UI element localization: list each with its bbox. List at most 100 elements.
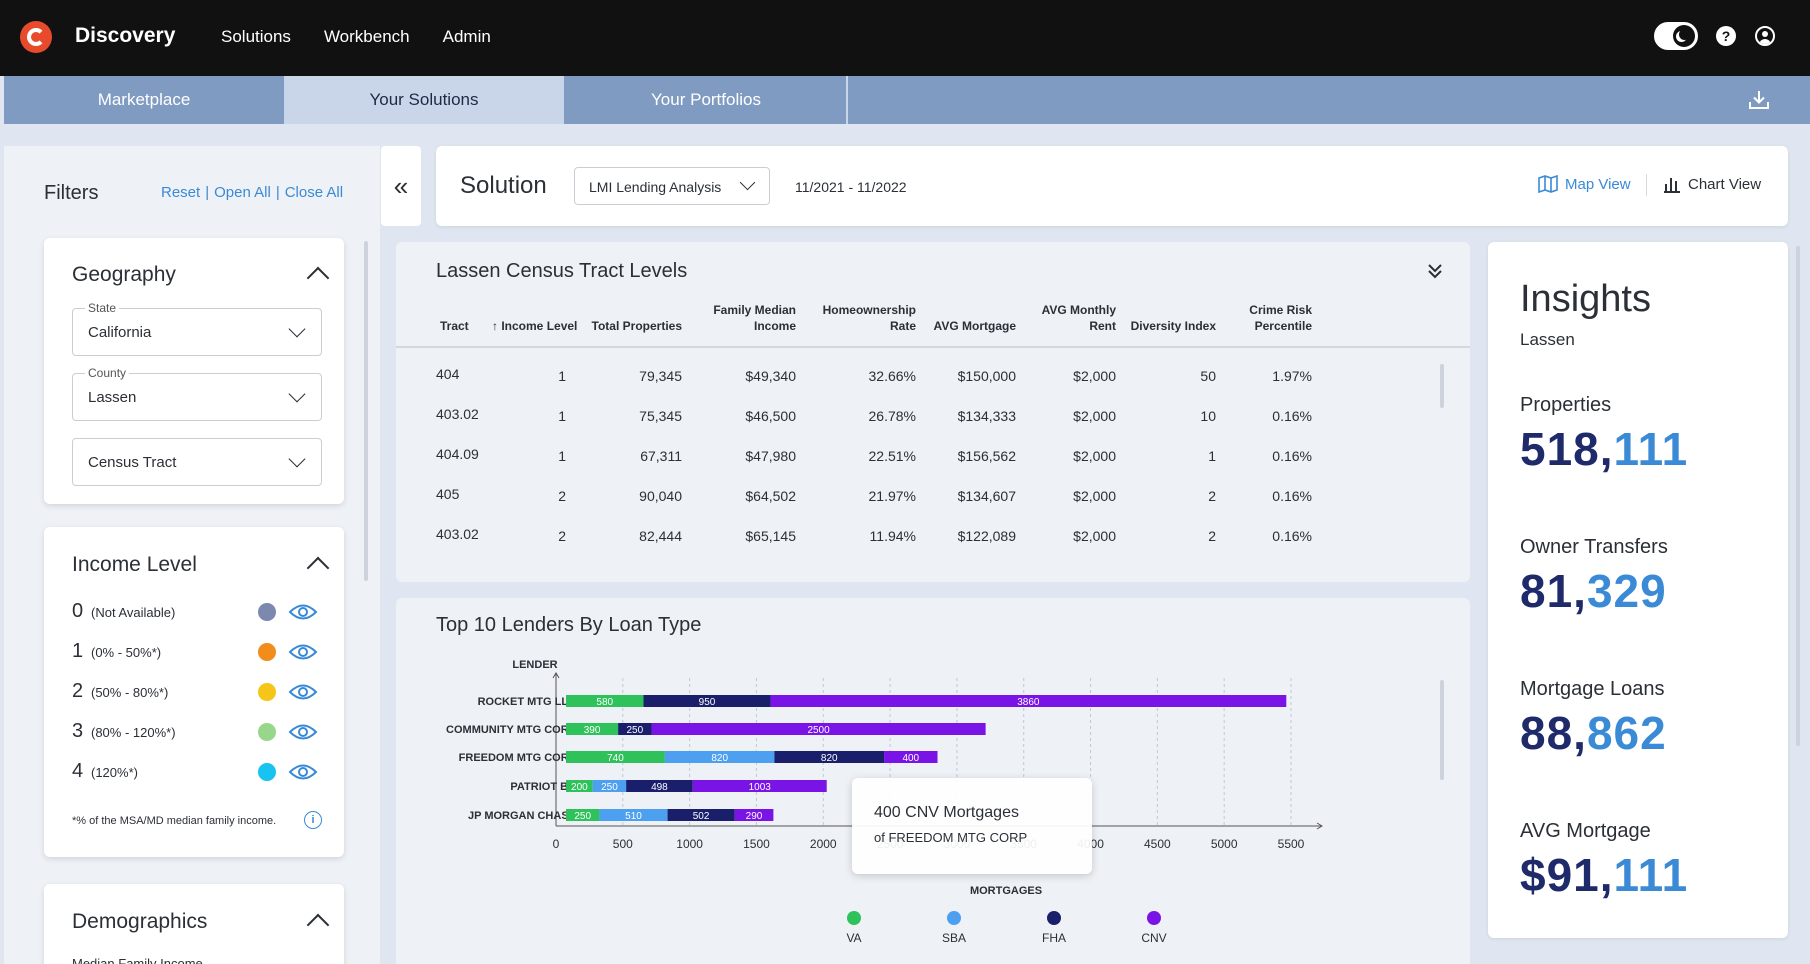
bar-segment-cnv <box>651 723 986 735</box>
cell-income: 1 <box>558 368 566 384</box>
insights-title: Insights <box>1520 278 1651 320</box>
col-tract[interactable]: Tract <box>440 319 469 333</box>
moon-icon <box>1673 25 1695 47</box>
bar-data-label: 290 <box>746 811 763 822</box>
col-income-level[interactable]: ↑ Income Level <box>492 319 578 333</box>
table-row[interactable]: 405 2 90,040 $64,502 21.97% $134,607 $2,000 2 0.… <box>396 486 1470 526</box>
eye-icon[interactable] <box>288 643 318 661</box>
color-swatch <box>258 643 276 661</box>
income-level-title: Income Level <box>72 553 197 576</box>
cell-mort: $156,562 <box>957 448 1016 464</box>
view-divider <box>1646 174 1647 196</box>
table-row[interactable]: 403.02 2 82,444 $65,145 11.94% $122,089 $2,000… <box>396 526 1470 566</box>
x-tick-label: 4500 <box>1144 837 1171 851</box>
col-homeownership-rate[interactable]: Homeownership Rate <box>822 303 916 333</box>
reset-link[interactable]: Reset <box>161 184 201 201</box>
col-avg-mortgage[interactable]: AVG Mortgage <box>933 319 1016 333</box>
cell-income: 1 <box>558 448 566 464</box>
bar-segment-fha <box>667 809 735 821</box>
help-icon[interactable]: ? <box>1716 26 1736 46</box>
cell-props: 82,444 <box>639 528 682 544</box>
bar-data-label: 580 <box>596 697 613 708</box>
bar-segment-va <box>566 780 593 792</box>
bar-segment-cnv <box>734 809 774 821</box>
nav-admin[interactable]: Admin <box>442 27 491 46</box>
census-tract-select[interactable]: Census Tract <box>72 438 322 486</box>
collapse-filters-button[interactable]: « <box>381 146 421 226</box>
cell-home: 26.78% <box>868 408 916 424</box>
table-scrollbar[interactable] <box>1440 364 1444 408</box>
chevron-up-icon[interactable] <box>308 911 324 927</box>
user-account-icon[interactable] <box>1755 26 1775 46</box>
state-select[interactable]: State California <box>72 301 322 356</box>
bar-segment-fha <box>626 780 693 792</box>
solution-select[interactable]: LMI Lending Analysis <box>574 167 770 205</box>
close-all-link[interactable]: Close All <box>284 184 344 201</box>
nav-workbench[interactable]: Workbench <box>323 27 410 46</box>
cell-div: 2 <box>1208 488 1216 504</box>
chevron-down-icon <box>288 385 306 403</box>
legend-marker-cnv <box>1147 911 1161 925</box>
eye-icon[interactable] <box>288 683 318 701</box>
cell-div: 2 <box>1208 528 1216 544</box>
cell-fmi: $65,145 <box>745 528 796 544</box>
eye-icon[interactable] <box>288 763 318 781</box>
table-row[interactable]: 404.09 1 67,311 $47,980 22.51% $156,562 $2,000… <box>396 446 1470 486</box>
tab-your-solutions[interactable]: Your Solutions <box>284 76 564 124</box>
cell-mort: $134,333 <box>957 408 1016 424</box>
solution-select-value: LMI Lending Analysis <box>589 179 722 195</box>
col-total-properties[interactable]: Total Properties <box>591 319 682 333</box>
tooltip-title: 400 CNV Mortgages <box>874 804 1019 821</box>
download-icon[interactable] <box>1748 89 1770 111</box>
brand-logo-icon[interactable] <box>20 21 52 53</box>
cell-tract: 404.09 <box>436 446 479 462</box>
x-tick-label: 0 <box>553 837 560 851</box>
category-label: COMMUNITY MTG CORP <box>446 724 576 736</box>
table-row[interactable]: 403.02 1 75,345 $46,500 26.78% $134,333 $2,000… <box>396 406 1470 446</box>
county-label: County <box>85 366 130 380</box>
tooltip-subtitle: of FREEDOM MTG CORP <box>874 830 1028 845</box>
open-all-link[interactable]: Open All <box>214 184 271 201</box>
col-crime-risk-percentile[interactable]: Crime Risk Percentile <box>1249 303 1312 333</box>
category-label: FREEDOM MTG CORP <box>459 752 576 764</box>
main-nav: Solutions Workbench Admin <box>221 27 491 47</box>
col-diversity-index[interactable]: Diversity Index <box>1130 319 1216 333</box>
eye-icon[interactable] <box>288 723 318 741</box>
cell-tract: 404 <box>436 366 460 382</box>
demographics-title: Demographics <box>72 910 208 933</box>
chevron-up-icon[interactable] <box>308 264 324 280</box>
bar-data-label: 390 <box>584 725 601 736</box>
chart-view-button[interactable]: Chart View <box>1663 175 1761 193</box>
info-icon[interactable]: i <box>304 811 322 829</box>
brand-name[interactable]: Discovery <box>75 24 176 47</box>
bar-data-label: 950 <box>699 697 716 708</box>
bar-data-label: 510 <box>625 811 642 822</box>
census-tract-table-card: Lassen Census Tract Levels Tract ↑ Incom… <box>396 242 1470 582</box>
eye-icon[interactable] <box>288 603 318 621</box>
col-avg-monthly-rent[interactable]: AVG Monthly Rent <box>1041 303 1116 333</box>
state-value: California <box>88 324 152 341</box>
color-swatch <box>258 723 276 741</box>
cell-income: 2 <box>558 528 566 544</box>
page-scrollbar[interactable] <box>1796 246 1800 746</box>
filters-scrollbar[interactable] <box>364 241 368 581</box>
chart-scrollbar[interactable] <box>1440 680 1444 780</box>
bar-data-label: 498 <box>651 782 668 793</box>
tab-your-portfolios[interactable]: Your Portfolios <box>651 90 761 109</box>
chevron-up-icon[interactable] <box>308 554 324 570</box>
nav-solutions[interactable]: Solutions <box>221 27 291 46</box>
col-family-median-income[interactable]: Family Median Income <box>713 303 796 333</box>
census-tract-value: Census Tract <box>88 454 177 471</box>
y-axis-arrow <box>552 672 560 679</box>
cell-crime: 0.16% <box>1272 448 1312 464</box>
county-select[interactable]: County Lassen <box>72 366 322 421</box>
bar-data-label: 502 <box>693 811 710 822</box>
cell-rent: $2,000 <box>1073 448 1116 464</box>
bar-data-label: 820 <box>711 753 728 764</box>
tab-marketplace[interactable]: Marketplace <box>97 90 191 109</box>
table-row[interactable]: 404 1 79,345 $49,340 32.66% $150,000 $2,000 50 1… <box>396 366 1470 406</box>
double-chevron-down-icon[interactable] <box>1426 262 1444 280</box>
cell-mort: $122,089 <box>957 528 1016 544</box>
dark-mode-toggle[interactable] <box>1654 22 1698 50</box>
map-view-button[interactable]: Map View <box>1538 175 1631 193</box>
